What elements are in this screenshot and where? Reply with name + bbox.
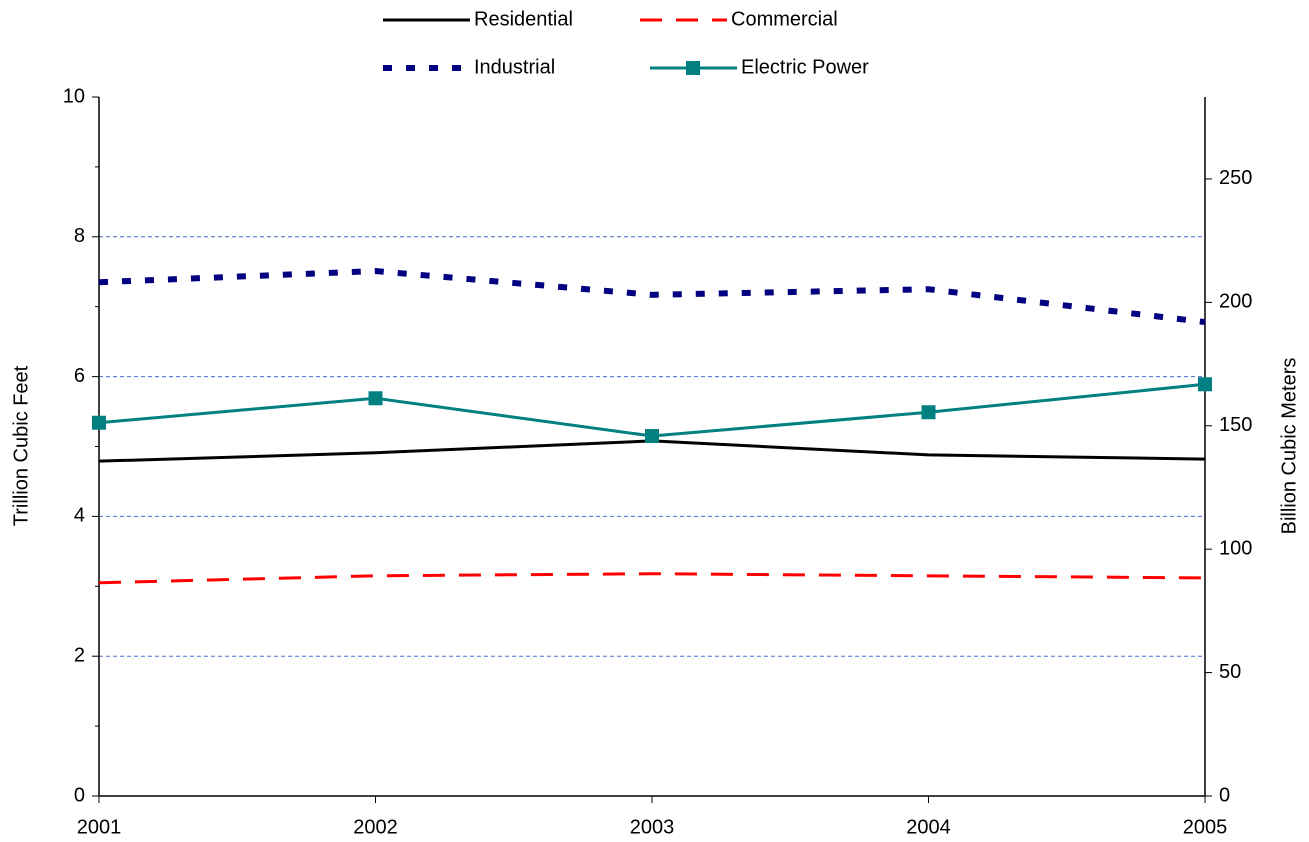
marker xyxy=(92,415,106,430)
line-series xyxy=(98,439,1206,463)
y2-tick-label: 50 xyxy=(1219,661,1241,683)
y-tick-label: 10 xyxy=(63,85,85,107)
marker xyxy=(645,429,659,444)
legend-marker xyxy=(686,61,700,75)
legend-label: Electric Power xyxy=(741,56,869,78)
line-series xyxy=(98,382,1206,438)
marker xyxy=(368,391,383,406)
x-tick-label: 2002 xyxy=(353,816,398,838)
x-tick-label: 2001 xyxy=(77,816,122,838)
marker xyxy=(1198,377,1212,392)
y2-tick-label: 100 xyxy=(1219,537,1252,559)
line-series xyxy=(98,268,1206,326)
y-tick-label: 4 xyxy=(74,505,85,527)
x-tick-label: 2005 xyxy=(1183,816,1228,838)
line-series xyxy=(98,572,1206,585)
x-tick-label: 2004 xyxy=(906,816,951,838)
y2-tick-label: 150 xyxy=(1219,414,1252,436)
y-axis-title: Trillion Cubic Feet xyxy=(10,365,32,526)
legend-label: Industrial xyxy=(474,56,555,78)
y2-axis-title: Billion Cubic Meters xyxy=(1278,358,1300,535)
marker xyxy=(921,405,936,420)
legend-label: Residential xyxy=(474,8,573,30)
y-tick-label: 8 xyxy=(74,225,85,247)
y-tick-label: 2 xyxy=(74,644,85,666)
legend-label: Commercial xyxy=(731,8,838,30)
x-tick-label: 2003 xyxy=(630,816,675,838)
y2-tick-label: 200 xyxy=(1219,291,1252,313)
y-tick-label: 6 xyxy=(74,365,85,387)
y-tick-label: 0 xyxy=(74,784,85,806)
y2-tick-label: 250 xyxy=(1219,167,1252,189)
y2-tick-label: 0 xyxy=(1219,784,1230,806)
